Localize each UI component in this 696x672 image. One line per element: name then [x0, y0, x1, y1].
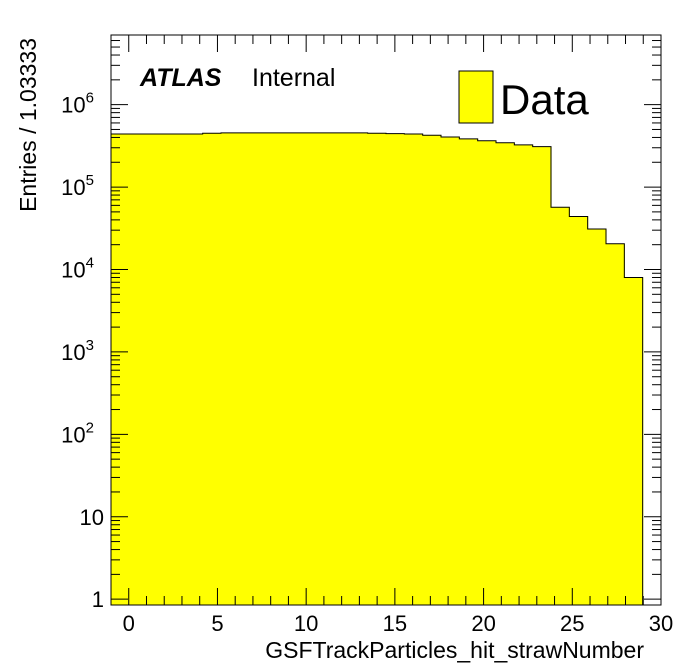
internal-label: Internal [252, 64, 335, 92]
histogram-bar [349, 132, 369, 605]
x-tick-label: 15 [383, 611, 407, 636]
histogram-bar [312, 132, 332, 605]
histogram-bar [569, 216, 589, 605]
histogram-bar [165, 134, 185, 605]
histogram-bar [147, 134, 167, 605]
atlas-label: ATLAS [139, 64, 222, 92]
histogram-bar [404, 134, 424, 605]
x-tick-label: 30 [649, 611, 673, 636]
histogram-bar [330, 132, 350, 605]
y-tick-label: 103 [61, 337, 94, 365]
histogram-bar [257, 132, 277, 605]
x-tick-label: 0 [123, 611, 135, 636]
y-tick-label: 10 [80, 505, 104, 530]
x-tick-label: 5 [211, 611, 223, 636]
x-tick-label: 20 [471, 611, 495, 636]
histogram-bar [440, 137, 460, 605]
y-tick-label: 105 [61, 172, 94, 200]
histogram-bars [110, 132, 644, 606]
histogram-bar [129, 134, 149, 605]
axis-ticks [110, 34, 662, 605]
plot-frame [110, 34, 662, 606]
x-tick-label: 25 [560, 611, 584, 636]
histogram-bar [239, 132, 259, 605]
y-tick-label: 106 [61, 90, 94, 118]
histogram-bar [367, 133, 387, 605]
y-tick-labels: 1 10 102 103 104 105 106 [61, 90, 104, 613]
legend-label: Data [500, 76, 589, 123]
histogram-bar [495, 142, 515, 605]
y-axis-title: Entries / 1.03333 [15, 38, 41, 212]
histogram-bar [587, 228, 607, 605]
x-tick-label: 10 [294, 611, 318, 636]
histogram-bar [294, 132, 314, 605]
x-axis-title: GSFTrackParticles_hit_strawNumber [265, 637, 644, 663]
histogram-bar [624, 277, 644, 605]
histogram-bar [422, 135, 442, 605]
histogram-bar [202, 133, 222, 605]
histogram-bar [111, 134, 130, 605]
y-tick-label: 102 [61, 419, 94, 447]
histogram-outline [110, 132, 644, 605]
histogram-bar [220, 132, 240, 605]
histogram-bar [514, 144, 534, 605]
legend-swatch [458, 70, 494, 124]
y-tick-label: 104 [61, 254, 94, 282]
histogram-bar [532, 146, 552, 606]
histogram-bar [550, 207, 570, 605]
histogram-bar [385, 133, 405, 605]
histogram-bar [184, 134, 204, 605]
histogram-bar [275, 132, 295, 605]
histogram-bar [605, 243, 625, 605]
y-tick-label: 1 [92, 587, 104, 612]
histogram-bar [459, 138, 479, 605]
histogram-bar [477, 140, 497, 606]
x-tick-labels: 0 5 10 15 20 25 30 [123, 611, 674, 636]
